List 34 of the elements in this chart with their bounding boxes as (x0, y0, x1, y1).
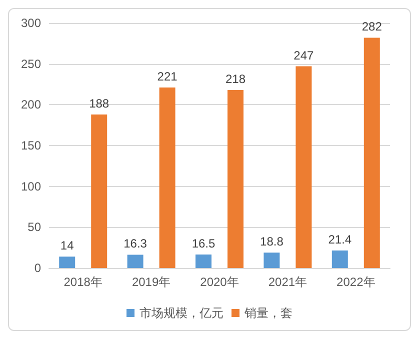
bar (264, 252, 280, 268)
bar (332, 250, 348, 268)
bar (296, 66, 312, 268)
data-label: 14 (60, 238, 74, 253)
bar (228, 90, 244, 268)
y-tick-label: 50 (28, 220, 42, 234)
bar (91, 114, 108, 268)
legend-label: 市场规模，亿元 (140, 306, 224, 320)
data-label: 218 (225, 72, 246, 86)
data-label: 16.3 (124, 236, 148, 251)
bar (159, 88, 176, 268)
bar (196, 254, 212, 268)
y-tick-label: 300 (20, 16, 42, 30)
data-label: 221 (157, 70, 178, 84)
bar (364, 38, 380, 268)
data-label: 16.5 (192, 236, 216, 251)
x-tick-label: 2019年 (132, 275, 171, 289)
data-label: 18.8 (260, 234, 284, 249)
x-tick-label: 2020年 (200, 275, 239, 289)
data-label: 188 (89, 96, 110, 110)
y-tick-label: 0 (34, 261, 42, 275)
x-tick-label: 2018年 (64, 275, 102, 289)
data-label: 21.4 (328, 232, 352, 247)
y-tick-label: 250 (20, 56, 42, 71)
bar (127, 254, 144, 268)
y-tick-label: 150 (20, 138, 42, 152)
y-tick-label: 200 (20, 98, 42, 112)
bar (59, 256, 76, 268)
x-tick-label: 2021年 (268, 275, 308, 289)
x-tick-label: 2022年 (336, 275, 376, 289)
data-label: 282 (362, 20, 382, 34)
legend-label: 销量，套 (244, 306, 292, 320)
data-label: 247 (294, 48, 314, 62)
y-tick-label: 100 (20, 179, 42, 194)
